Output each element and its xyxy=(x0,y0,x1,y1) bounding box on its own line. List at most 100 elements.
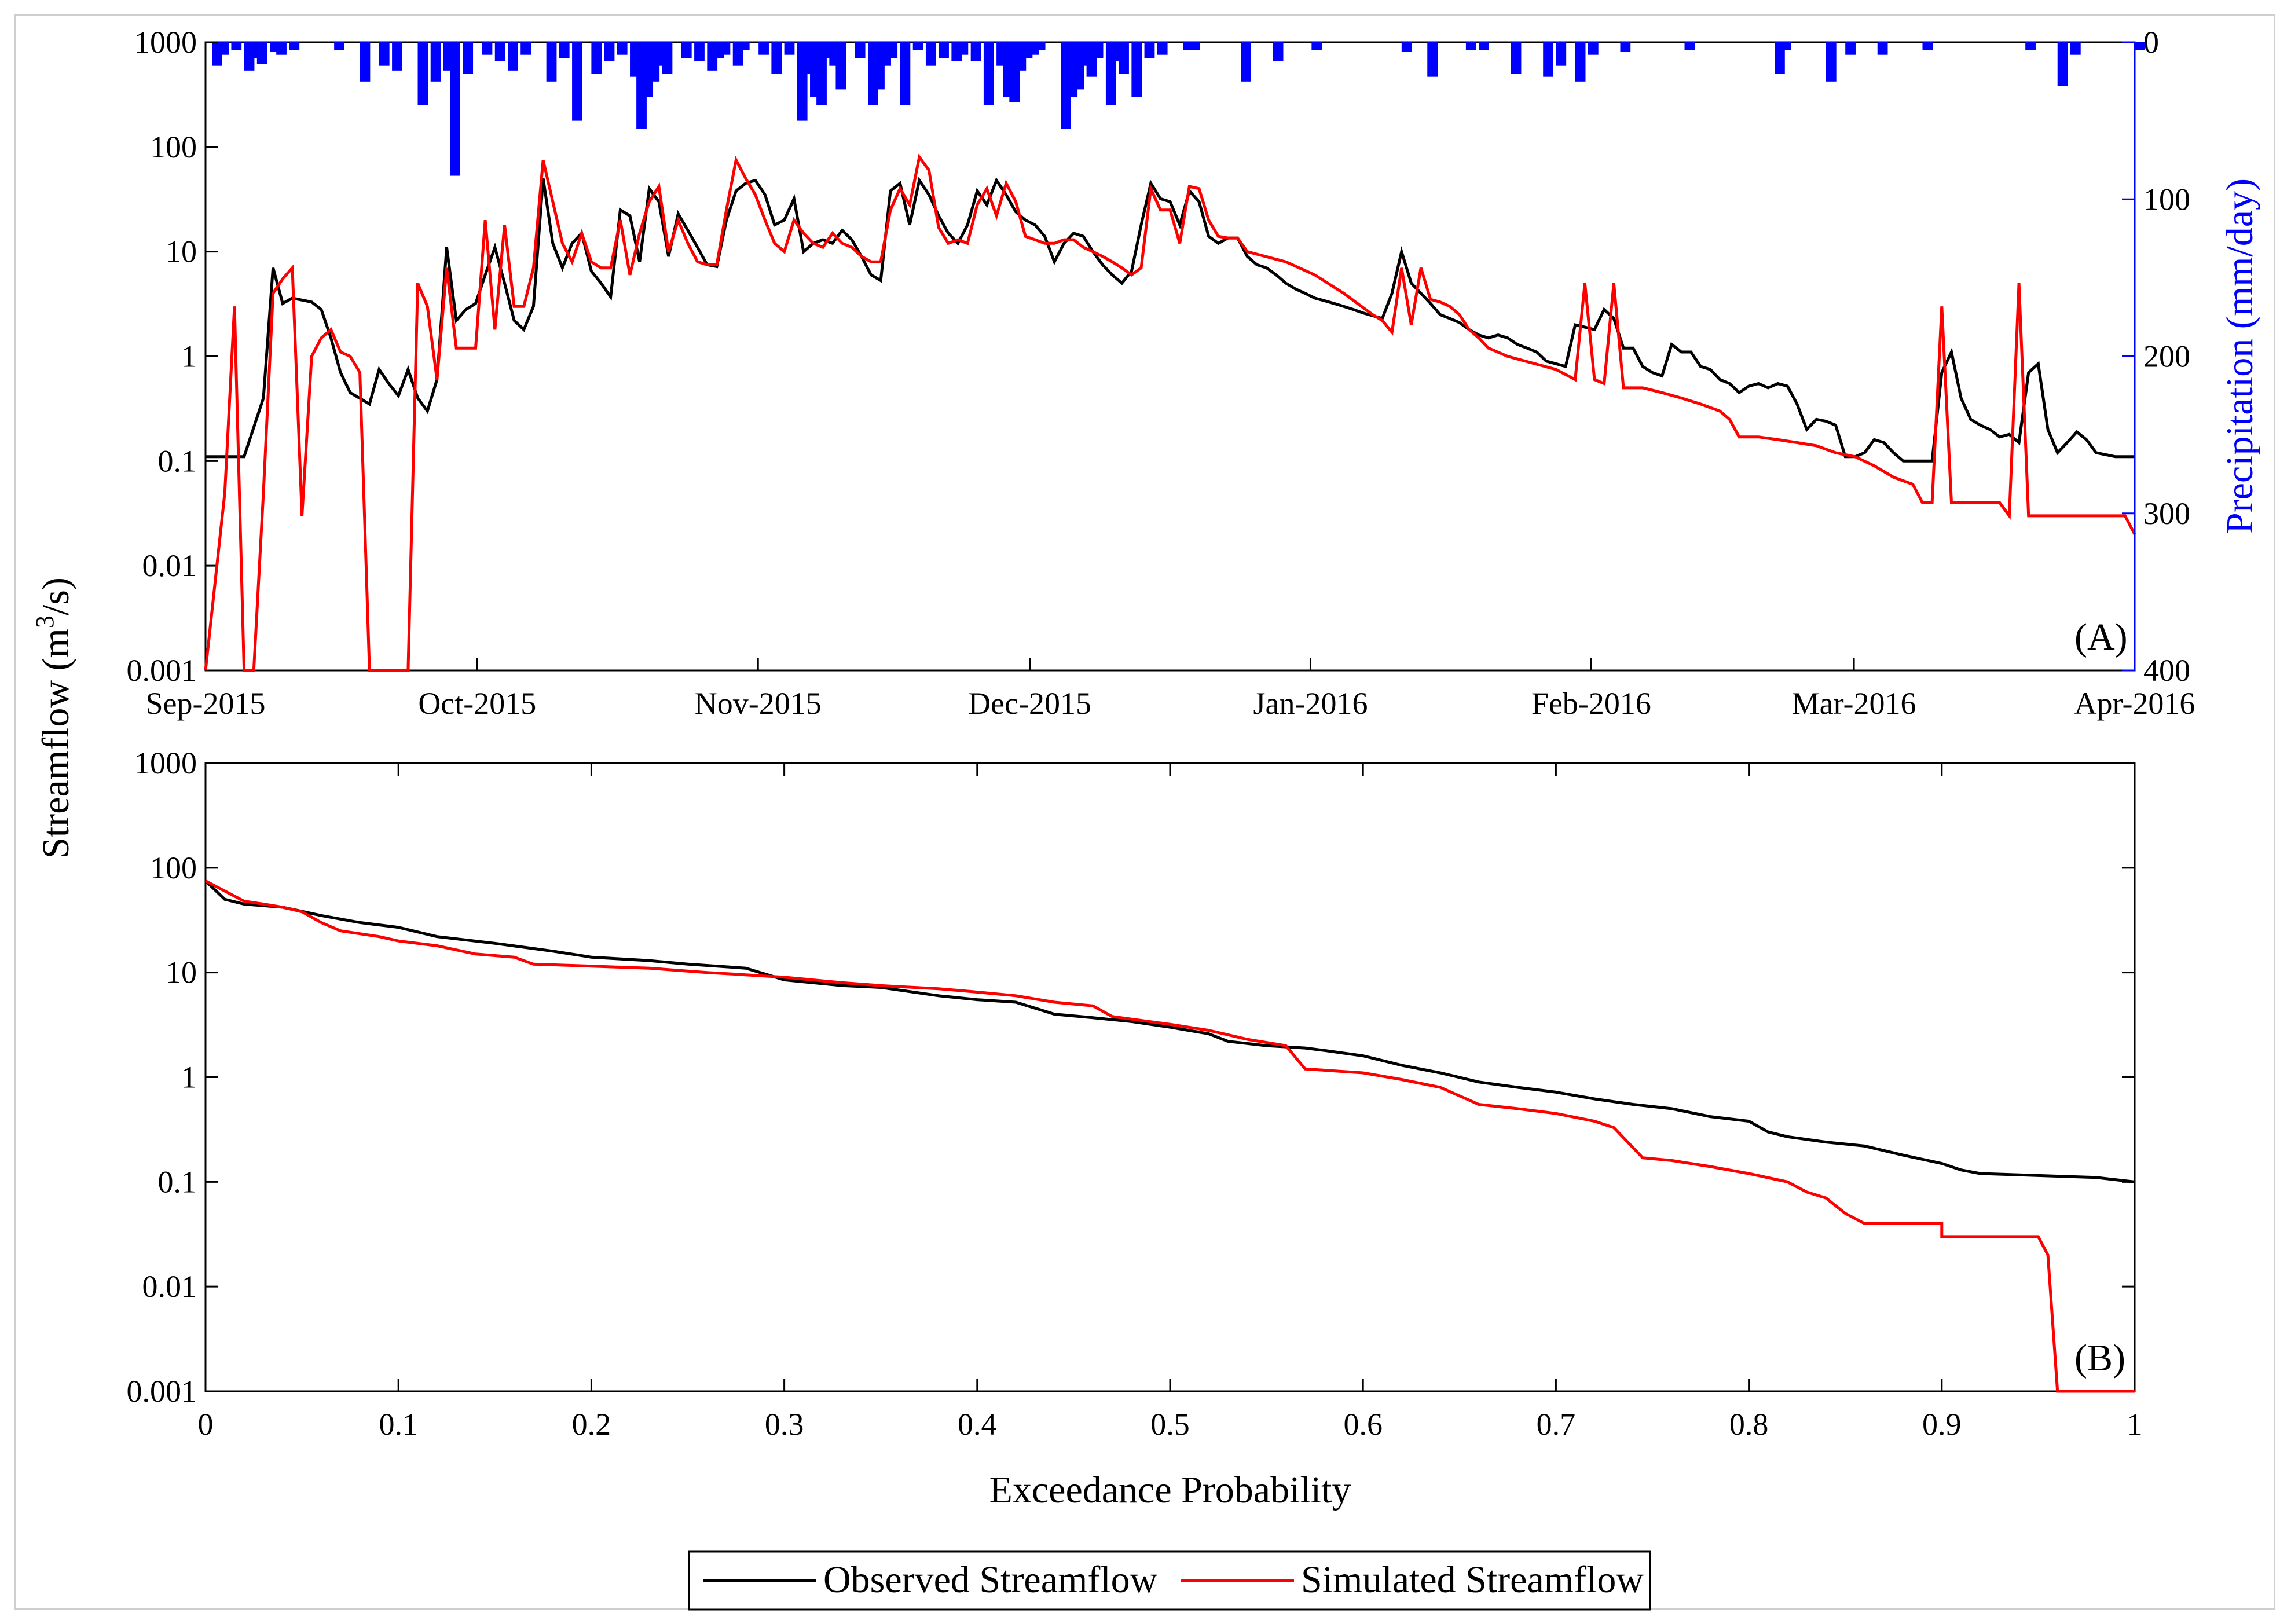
precip-axis-label: Precipitation (mm/day) xyxy=(2219,178,2261,534)
precip-bar xyxy=(334,42,344,50)
panel-a-simulated-line xyxy=(204,153,2136,672)
legend-observed-label: Observed Streamflow xyxy=(823,1559,1158,1601)
precip-bar xyxy=(1189,42,1200,50)
panel-a-axes-box xyxy=(204,41,2136,672)
precip-bar xyxy=(450,42,460,176)
precip-bar xyxy=(1684,42,1695,50)
precip-bar xyxy=(758,42,769,55)
precip-bar xyxy=(900,42,911,105)
precip-bar xyxy=(572,42,582,121)
panel-b-x-tick-label: 0.3 xyxy=(765,1407,804,1442)
panel-b-y-tick-label: 100 xyxy=(150,851,197,885)
precip-bar xyxy=(1781,42,1791,50)
panel-b-x-tick-label: 0.4 xyxy=(958,1407,997,1442)
precip-bar xyxy=(2025,42,2036,50)
panel-a-x-tick-label: Jan-2016 xyxy=(1253,686,1368,721)
precip-bar xyxy=(912,42,923,50)
panel-a: 0.001 0.01 0.1 1 10 100 1000 0 100 200 300 400 Sep… xyxy=(127,25,2261,721)
precip-bar xyxy=(970,42,981,61)
precip-bar xyxy=(1427,42,1438,77)
panel-b-y-tick-label: 0.001 xyxy=(127,1374,197,1409)
precip-bar xyxy=(1556,42,1567,66)
precip-bar xyxy=(218,42,229,55)
precip-bar xyxy=(887,42,898,58)
panel-b-y-tick-label: 1 xyxy=(181,1060,197,1095)
panel-b-simulated-line xyxy=(204,879,2135,1393)
panel-b-x-tick-label: 0.6 xyxy=(1343,1407,1383,1442)
precip-bar xyxy=(289,42,300,50)
precip-bar xyxy=(681,42,692,58)
precip-bar xyxy=(2057,42,2068,86)
precip-bar xyxy=(1093,42,1104,58)
precip-bar xyxy=(1845,42,1856,55)
precip-bar xyxy=(694,42,705,61)
precip-bar xyxy=(739,42,750,50)
precip-bar xyxy=(617,42,628,55)
precip-bar xyxy=(2070,42,2081,55)
precip-bar xyxy=(256,42,267,64)
precip-tick-label: 0 xyxy=(2143,25,2159,60)
precip-bar xyxy=(379,42,390,66)
precip-bar xyxy=(430,42,441,82)
precip-tick-label: 200 xyxy=(2143,339,2190,374)
panel-b-x-tick-label: 0.1 xyxy=(379,1407,418,1442)
panel-a-y-tick-label: 1000 xyxy=(134,25,197,60)
precip-bar xyxy=(559,42,570,58)
precip-bar xyxy=(939,42,949,58)
precip-bar xyxy=(546,42,557,82)
precip-bar xyxy=(494,42,505,61)
precip-bar xyxy=(662,42,673,74)
precip-bar xyxy=(1157,42,1168,55)
panel-b-axes-box xyxy=(204,762,2136,1392)
precip-tick-label: 100 xyxy=(2143,182,2190,217)
panel-a-x-tick-label: Dec-2015 xyxy=(968,686,1091,721)
precip-bar xyxy=(1131,42,1142,97)
precip-bar xyxy=(520,42,531,55)
panel-b-y-tick-label: 10 xyxy=(166,955,197,990)
legend-simulated-label: Simulated Streamflow xyxy=(1301,1559,1644,1601)
panel-a-y-tick-label: 0.001 xyxy=(127,653,197,688)
precip-bar xyxy=(855,42,866,58)
panel-a-y-tick-label: 100 xyxy=(150,130,197,164)
panel-b-x-tick-label: 0.8 xyxy=(1729,1407,1769,1442)
panel-a-label: (A) xyxy=(2074,616,2128,658)
panel-a-x-ticks: Sep-2015 Oct-2015 Nov-2015 Dec-2015 Jan-2016… xyxy=(146,658,2195,721)
precip-bar xyxy=(1401,42,1412,52)
precip-bar xyxy=(835,42,846,90)
panel-a-y-tick-label: 10 xyxy=(166,234,197,269)
precipitation-bars xyxy=(212,42,2145,176)
panel-a-precip-ticks: 0 100 200 300 400 xyxy=(2122,25,2190,688)
x-axis-label: Exceedance Probability xyxy=(989,1469,1351,1511)
panel-b-x-tick-label: 0.7 xyxy=(1537,1407,1576,1442)
panel-b-x-tick-label: 0.2 xyxy=(572,1407,611,1442)
panel-b-x-tick-label: 0.5 xyxy=(1150,1407,1190,1442)
precip-bar xyxy=(1511,42,1522,74)
panel-b-x-ticks: 0 0.1 0.2 0.3 0.4 0.5 0.6 0.7 0.8 0.9 1 xyxy=(198,763,2143,1442)
panel-a-x-tick-label: Apr-2016 xyxy=(2074,686,2195,721)
panel-b-x-tick-label: 1 xyxy=(2127,1407,2143,1442)
precip-bar xyxy=(784,42,795,55)
precip-bar xyxy=(463,42,474,74)
precip-bar xyxy=(1311,42,1322,50)
legend: Observed Streamflow Simulated Streamflow xyxy=(688,1550,1651,1611)
panel-b-observed-line xyxy=(204,879,2135,1183)
panel-a-y-tick-label: 0.1 xyxy=(158,443,197,478)
y-axis-label-main: Streamflow (m xyxy=(35,628,77,859)
precip-bar xyxy=(231,42,242,50)
precip-bar xyxy=(1273,42,1284,61)
y-axis-label: Streamflow (m3/s) xyxy=(31,577,77,859)
precip-bar xyxy=(958,42,969,55)
precip-bar xyxy=(1620,42,1631,52)
panel-a-x-tick-label: Mar-2016 xyxy=(1792,686,1916,721)
precip-bar xyxy=(1588,42,1599,55)
y-axis-label-sup: 3 xyxy=(31,615,59,628)
panel-a-x-tick-label: Sep-2015 xyxy=(146,686,266,721)
panel-a-x-tick-label: Oct-2015 xyxy=(418,686,536,721)
precip-bar xyxy=(591,42,602,74)
precip-bar xyxy=(482,42,493,55)
legend-box xyxy=(688,1550,1651,1611)
panel-b-x-tick-label: 0 xyxy=(198,1407,214,1442)
precip-bar xyxy=(392,42,402,71)
